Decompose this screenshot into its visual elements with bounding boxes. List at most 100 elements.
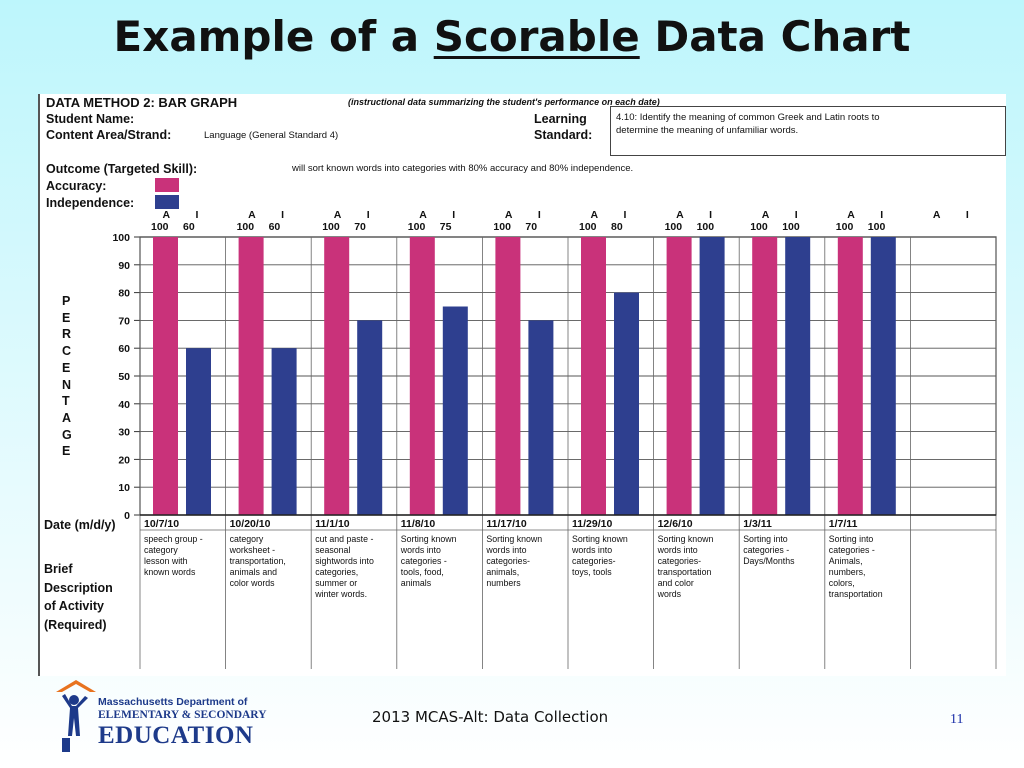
- description-line: numbers: [486, 578, 521, 588]
- y-axis-letter: E: [62, 444, 71, 459]
- description-line: Sorting into: [829, 534, 874, 544]
- content-area-value: Language (General Standard 4): [204, 130, 339, 141]
- description-line: transportation: [829, 589, 883, 599]
- logo-line3: EDUCATION: [98, 722, 254, 749]
- description-line: categories -: [401, 556, 447, 566]
- y-axis-letter: R: [62, 327, 72, 342]
- method-note: (instructional data summarizing the stud…: [348, 97, 660, 107]
- column-head-i: I: [880, 209, 883, 221]
- description-line: worksheet -: [229, 545, 276, 555]
- brief-description-line: of Activity: [44, 599, 104, 613]
- y-tick-label: 90: [118, 260, 130, 272]
- content-area-label: Content Area/Strand:: [46, 128, 172, 142]
- brief-description-line: Description: [44, 580, 113, 595]
- column-head-i: I: [367, 209, 370, 221]
- y-axis-letter: E: [62, 360, 71, 375]
- description-line: categories-: [572, 556, 616, 566]
- bar-independence: [699, 237, 725, 515]
- scanned-data-sheet: DATA METHOD 2: BAR GRAPH (instructional …: [38, 94, 1006, 676]
- bar-accuracy: [752, 237, 778, 515]
- description-line: words: [657, 589, 682, 599]
- learning-label: Learning: [534, 112, 587, 126]
- column-head-a: A: [505, 209, 513, 221]
- description-line: colors,: [829, 578, 855, 588]
- column-head-a: A: [334, 209, 342, 221]
- date-label: Date (m/d/y): [44, 518, 116, 532]
- value-label-independence: 60: [269, 221, 281, 233]
- date-tick-label: 11/17/10: [486, 518, 526, 530]
- brief-description-line: (Required): [44, 617, 107, 632]
- description-line: category: [230, 534, 264, 544]
- bar-independence: [528, 320, 554, 515]
- y-axis-letter: T: [62, 394, 70, 409]
- value-label-accuracy: 100: [237, 221, 255, 233]
- bar-independence: [271, 348, 297, 515]
- standard-value-line2: determine the meaning of unfamiliar word…: [616, 125, 799, 136]
- sheet-left-edge: [38, 94, 40, 676]
- column-head-i: I: [538, 209, 541, 221]
- y-tick-label: 70: [118, 315, 130, 327]
- description-line: transportation,: [230, 556, 286, 566]
- description-line: seasonal: [315, 545, 350, 555]
- logo-figure-icon: [56, 680, 96, 752]
- standard-value-line1: 4.10: Identify the meaning of common Gre…: [616, 112, 880, 123]
- y-tick-label: 80: [118, 288, 130, 300]
- logo-line1: Massachusetts Department of: [98, 696, 248, 708]
- description-line: color words: [230, 578, 276, 588]
- column-head-i: I: [795, 209, 798, 221]
- description-line: toys, tools: [572, 567, 612, 577]
- legend-independence-label: Independence:: [46, 196, 135, 210]
- value-label-accuracy: 100: [151, 221, 169, 233]
- description-line: Sorting known: [658, 534, 714, 544]
- bar-independence: [785, 237, 811, 515]
- y-tick-label: 20: [118, 454, 130, 466]
- description-line: lesson with: [144, 556, 188, 566]
- description-line: and color: [658, 578, 694, 588]
- date-tick-label: 1/3/11: [743, 518, 772, 530]
- column-head-a: A: [248, 209, 256, 221]
- description-line: words into: [400, 545, 441, 555]
- value-label-independence: 75: [440, 221, 452, 233]
- y-axis-letter: A: [62, 410, 72, 425]
- y-tick-label: 100: [112, 232, 130, 244]
- column-head-i: I: [196, 209, 199, 221]
- description-line: sightwords into: [315, 556, 374, 566]
- date-tick-label: 10/7/10: [144, 518, 179, 530]
- column-head-a: A: [591, 209, 599, 221]
- description-line: Animals,: [829, 556, 863, 566]
- description-line: categories-: [486, 556, 530, 566]
- value-label-accuracy: 100: [322, 221, 340, 233]
- outcome-label: Outcome (Targeted Skill):: [46, 162, 198, 176]
- bar-accuracy: [238, 237, 264, 515]
- bar-independence: [442, 306, 468, 515]
- column-head-i: I: [452, 209, 455, 221]
- column-head-i: I: [281, 209, 284, 221]
- date-tick-label: 10/20/10: [230, 518, 271, 530]
- y-axis-letter: G: [62, 427, 72, 442]
- description-line: words into: [485, 545, 526, 555]
- bar-accuracy: [666, 237, 692, 515]
- description-line: categories -: [743, 545, 789, 555]
- description-line: animals and: [230, 567, 278, 577]
- bar-independence: [870, 237, 896, 515]
- description-line: known words: [144, 567, 196, 577]
- outcome-value: will sort known words into categories wi…: [292, 163, 634, 174]
- description-line: numbers,: [829, 567, 866, 577]
- column-head-i: I: [709, 209, 712, 221]
- column-head-a: A: [762, 209, 770, 221]
- value-label-independence: 70: [525, 221, 537, 233]
- column-head-i: I: [624, 209, 627, 221]
- column-head-a: A: [419, 209, 427, 221]
- bar-independence: [357, 320, 383, 515]
- bar-independence: [186, 348, 211, 515]
- bar-accuracy: [324, 237, 350, 515]
- legend-accuracy-swatch: [155, 178, 179, 192]
- bar-accuracy: [495, 237, 521, 515]
- value-label-accuracy: 100: [408, 221, 426, 233]
- column-head-a: A: [847, 209, 855, 221]
- description-line: Sorting known: [486, 534, 542, 544]
- y-tick-label: 0: [124, 510, 130, 522]
- value-label-independence: 70: [354, 221, 366, 233]
- y-tick-label: 60: [118, 343, 130, 355]
